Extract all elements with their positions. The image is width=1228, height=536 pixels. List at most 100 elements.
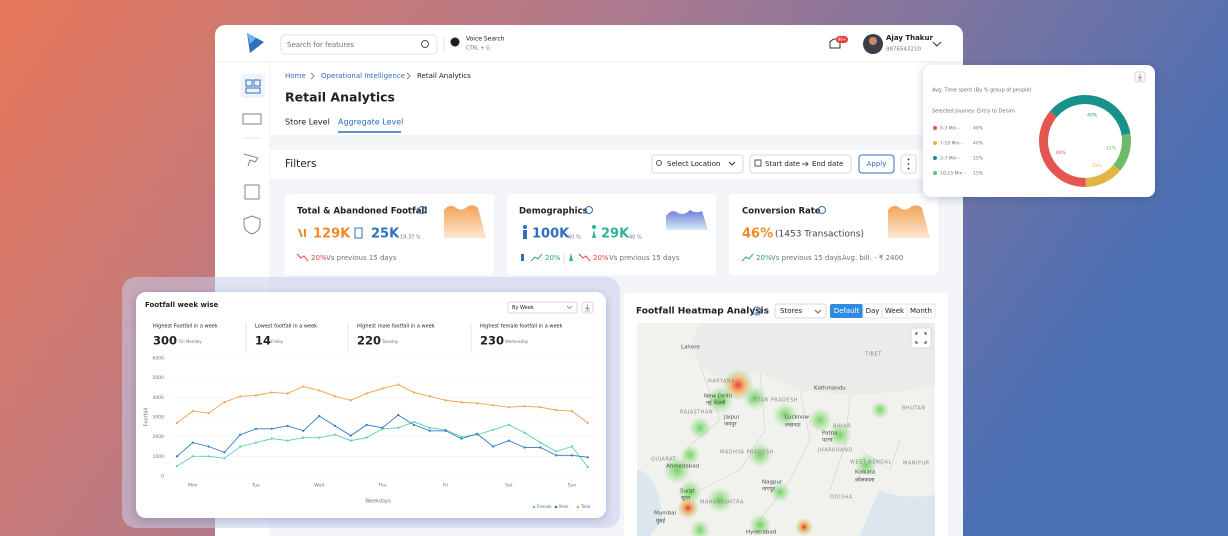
data-point [444, 399, 447, 402]
female-count: 29K [601, 227, 630, 242]
data-point [349, 434, 352, 437]
data-point [207, 445, 210, 448]
info-icon[interactable] [752, 306, 762, 316]
map-label: Patna [822, 431, 837, 437]
kpi-card [507, 194, 716, 275]
search-box[interactable] [280, 34, 438, 55]
data-point [507, 439, 510, 442]
legend-label: 10-15 Min - [940, 171, 966, 177]
stat-label: Highest female footfall in a week [480, 324, 563, 330]
store-select[interactable] [774, 303, 827, 319]
data-point [318, 436, 321, 439]
location-icon [656, 160, 662, 166]
slice-label: 15% [1092, 163, 1103, 169]
x-tick-label: Sun [568, 483, 577, 489]
data-point [333, 424, 337, 427]
sparkline [444, 205, 486, 238]
nav-reports[interactable] [244, 184, 260, 200]
map-label: UTTAR PRADESH [750, 398, 798, 404]
stat-label: Highest Footfall in a week [153, 324, 218, 330]
x-tick-label: Wed [314, 483, 324, 489]
data-point [223, 457, 226, 460]
data-point [333, 395, 337, 398]
sidebar [241, 74, 265, 235]
period-button[interactable] [906, 303, 936, 319]
change-value: 20% [311, 254, 327, 262]
data-point [286, 424, 289, 427]
info-icon[interactable] [585, 206, 593, 214]
data-point [570, 445, 574, 448]
nav-dashboard[interactable] [245, 79, 253, 87]
fullscreen-icon [915, 332, 927, 344]
info-icon[interactable] [818, 206, 826, 214]
map-label: Kolkata [855, 470, 875, 476]
nav-camera[interactable] [243, 153, 259, 167]
map[interactable]: Lahore TIBET HARYANA Kathmandu New Delhi… [637, 323, 935, 536]
map-label: Hyderabad [746, 530, 776, 536]
data-point [507, 406, 510, 409]
date-range[interactable] [749, 154, 852, 174]
map-label: Mumbai [654, 511, 676, 517]
legend-label: Male [559, 504, 569, 509]
data-point [175, 465, 179, 468]
map-label: Nagpur [762, 480, 783, 486]
breadcrumb-separator [406, 72, 411, 80]
x-tick-label: Tue [251, 483, 260, 489]
map-label: JHARKHAND [817, 448, 853, 454]
select-chevron [566, 305, 573, 309]
mic-icon[interactable] [450, 37, 460, 47]
donut-slice [1049, 95, 1131, 136]
breadcrumb-item[interactable]: Operational Intelligence [321, 72, 405, 80]
data-point [428, 429, 431, 432]
voice-search-label: Voice Search [466, 36, 505, 43]
legend-label: 3-7 Min - [940, 156, 960, 162]
x-tick-label: Thu [377, 483, 387, 489]
period-label: Week [885, 307, 905, 315]
y-tick-label: 1000 [153, 454, 165, 460]
stat-day: Friday [271, 339, 284, 344]
map-label: BIHAR [833, 424, 851, 430]
map-label: लखनऊ [785, 423, 801, 429]
data-point [365, 423, 368, 426]
nav-security[interactable] [243, 215, 261, 235]
fullscreen-button[interactable] [910, 327, 932, 349]
tab[interactable]: Store Level [285, 118, 330, 127]
map-label: HARYANA [708, 379, 735, 385]
nav-stores[interactable] [242, 113, 262, 125]
heatmap-title: Footfall Heatmap Analysis [636, 307, 769, 317]
info-icon[interactable] [418, 206, 426, 214]
breadcrumb-item[interactable]: Home [285, 72, 306, 80]
legend-swatch [576, 505, 580, 509]
data-point [254, 441, 258, 444]
y-tick-label: 3000 [153, 415, 165, 421]
total-footfall: 129K [313, 227, 351, 242]
location-select[interactable] [651, 154, 744, 174]
trend-down-icon [578, 253, 591, 262]
data-point [286, 439, 289, 442]
data-point [444, 429, 447, 432]
period-label: Day [866, 307, 880, 315]
y-tick-label: 4000 [153, 395, 165, 401]
search-icon[interactable] [421, 40, 429, 48]
data-point [365, 436, 368, 439]
period-button-active[interactable] [830, 304, 863, 318]
data-point [586, 466, 589, 469]
tab-active[interactable]: Aggregate Level [338, 118, 403, 127]
heat-spots [663, 369, 889, 536]
map-label: BHUTAN [902, 406, 926, 412]
map-label: नागपुर [762, 487, 776, 493]
download-icon [1137, 74, 1143, 81]
kpi-card [285, 194, 494, 275]
user-menu-chevron[interactable] [932, 41, 942, 47]
y-axis-title: Footfall [144, 408, 150, 426]
data-point [491, 404, 495, 407]
slice-label: 40% [1087, 112, 1098, 118]
apply-button[interactable] [858, 154, 895, 174]
voice-shortcut: CTRL + G [466, 46, 490, 52]
data-point [491, 445, 495, 448]
period-select[interactable] [507, 301, 578, 314]
map-label: Lahore [681, 345, 700, 351]
stat-value: 230 [480, 334, 504, 348]
legend-swatch [554, 505, 558, 509]
